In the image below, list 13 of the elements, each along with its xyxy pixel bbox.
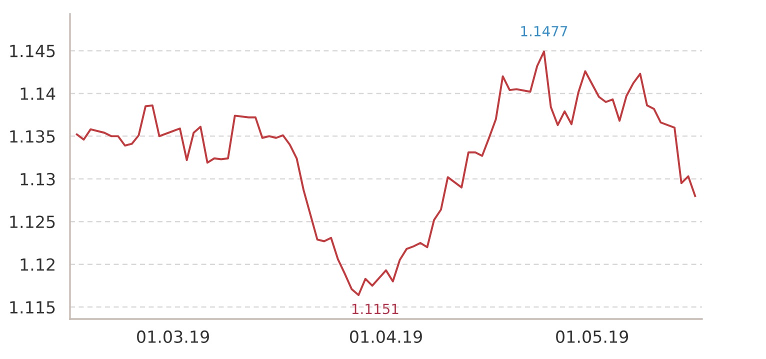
y-tick-label: 1.125 (10, 216, 55, 228)
annotation: 1.1151 (352, 304, 398, 314)
y-tick-label: 1.145 (10, 44, 55, 58)
y-tick-label: 1.14 (20, 88, 56, 100)
annotation: 1.1477 (521, 26, 568, 36)
y-tick-label: 1.135 (10, 130, 55, 143)
y-tick-label: 1.12 (20, 258, 54, 271)
line-series (76, 50, 696, 296)
x-tick-label: 01.03.19 (137, 330, 209, 344)
y-tick-label: 1.13 (20, 172, 55, 186)
x-tick-label: 01.04.19 (350, 330, 422, 344)
x-tick-label: 01.05.19 (556, 330, 628, 344)
y-tick-label: 1.115 (10, 301, 55, 314)
